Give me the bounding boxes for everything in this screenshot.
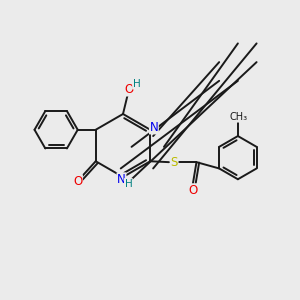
Text: H: H xyxy=(133,79,140,89)
Text: O: O xyxy=(73,175,82,188)
Text: O: O xyxy=(124,83,134,96)
Text: S: S xyxy=(171,156,178,169)
Text: N: N xyxy=(149,121,158,134)
Text: CH₃: CH₃ xyxy=(229,112,247,122)
Text: H: H xyxy=(124,178,132,189)
Text: O: O xyxy=(188,184,197,197)
Text: N: N xyxy=(117,173,126,186)
